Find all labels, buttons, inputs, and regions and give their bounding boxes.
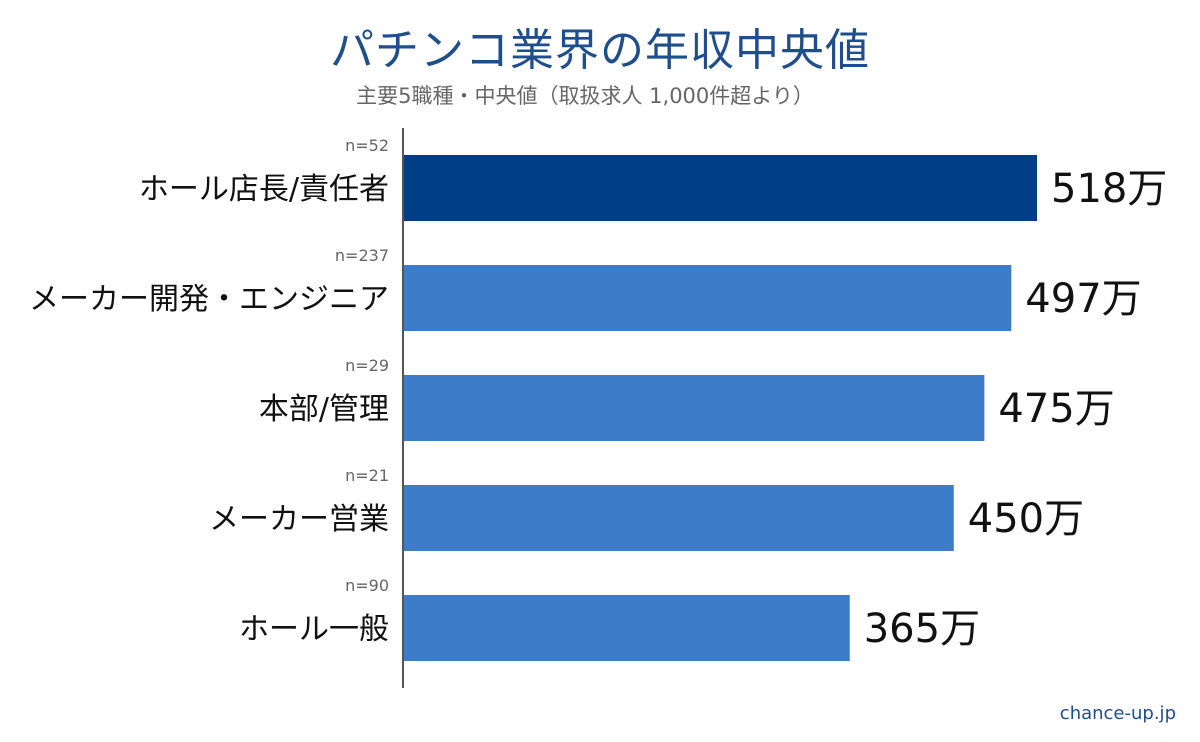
- chart-title: パチンコ業界の年収中央値: [330, 25, 870, 76]
- bar: [403, 375, 985, 441]
- sample-size-label: n=237: [335, 246, 389, 265]
- category-label: メーカー営業: [209, 502, 389, 537]
- bar: [403, 265, 1012, 331]
- value-label: 365万: [864, 606, 980, 652]
- source-credit: chance-up.jp: [1059, 703, 1176, 724]
- bar: [403, 155, 1037, 221]
- value-label: 518万: [1051, 166, 1167, 212]
- sample-size-label: n=90: [345, 576, 389, 595]
- sample-size-label: n=52: [345, 136, 389, 155]
- category-label: 本部/管理: [259, 392, 389, 427]
- category-label: メーカー開発・エンジニア: [29, 282, 389, 317]
- category-label: ホール一般: [239, 612, 389, 647]
- bar: [403, 485, 954, 551]
- value-label: 450万: [968, 496, 1084, 542]
- chart-subtitle: 主要5職種・中央値（取扱求人 1,000件超より）: [356, 84, 814, 108]
- value-label: 475万: [998, 386, 1114, 432]
- category-label: ホール店長/責任者: [139, 172, 389, 207]
- value-label: 497万: [1025, 276, 1141, 322]
- sample-size-label: n=29: [345, 356, 389, 375]
- bar: [403, 595, 850, 661]
- sample-size-label: n=21: [345, 466, 389, 485]
